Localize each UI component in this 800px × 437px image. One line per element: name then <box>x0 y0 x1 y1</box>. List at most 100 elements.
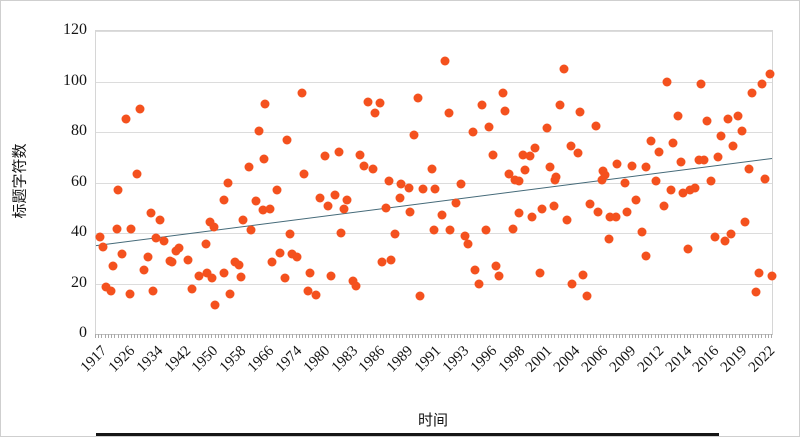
y-axis-title: 标题字符数 <box>10 143 29 219</box>
x-minor-tick <box>686 334 688 338</box>
x-minor-tick <box>318 334 320 338</box>
x-minor-tick <box>276 334 278 338</box>
data-point <box>654 147 664 157</box>
data-point <box>225 289 235 299</box>
x-minor-tick <box>505 334 507 338</box>
x-minor-tick <box>580 334 582 338</box>
x-minor-tick <box>473 334 475 338</box>
x-minor-tick <box>217 334 219 338</box>
x-minor-tick <box>732 334 734 338</box>
data-point <box>498 88 508 98</box>
gridline-y-120 <box>96 31 772 32</box>
x-minor-tick <box>496 334 498 338</box>
x-minor-tick <box>185 334 187 338</box>
data-point <box>747 88 757 98</box>
data-point <box>267 257 277 267</box>
x-minor-tick <box>641 334 643 338</box>
data-point <box>207 273 217 283</box>
x-minor-tick <box>104 334 106 338</box>
x-minor-tick <box>606 334 608 338</box>
x-minor-tick <box>237 334 239 338</box>
x-minor-tick <box>521 334 523 338</box>
data-point <box>690 183 700 193</box>
data-point <box>396 179 406 189</box>
data-point <box>696 79 706 89</box>
x-minor-tick <box>376 334 378 338</box>
data-point <box>151 233 161 243</box>
x-minor-tick <box>431 334 433 338</box>
x-minor-tick <box>234 334 236 338</box>
x-minor-tick <box>450 334 452 338</box>
data-point <box>488 150 498 160</box>
data-point <box>272 185 282 195</box>
data-point <box>678 188 688 198</box>
x-minor-tick <box>166 334 168 338</box>
data-point <box>323 201 333 211</box>
data-point <box>723 114 733 124</box>
data-point <box>320 151 330 161</box>
data-point <box>223 178 233 187</box>
x-minor-tick <box>327 334 329 338</box>
data-point <box>368 164 378 174</box>
data-point <box>566 141 576 151</box>
x-minor-tick <box>101 334 103 338</box>
plot-area <box>95 30 777 335</box>
x-minor-tick <box>373 334 375 338</box>
x-minor-tick <box>356 334 358 338</box>
data-point <box>673 111 683 121</box>
data-point <box>549 201 559 211</box>
data-point <box>637 227 647 237</box>
x-minor-tick <box>117 334 119 338</box>
x-minor-tick <box>612 334 614 338</box>
data-point <box>315 193 325 203</box>
data-point <box>418 184 427 194</box>
data-point <box>757 79 767 89</box>
data-point <box>627 161 637 171</box>
data-point <box>514 176 524 186</box>
data-point <box>559 64 569 74</box>
x-minor-tick <box>602 334 604 338</box>
data-point <box>386 255 396 264</box>
x-minor-tick <box>418 334 420 338</box>
x-minor-tick <box>589 334 591 338</box>
data-point <box>477 100 487 110</box>
data-point <box>395 193 405 203</box>
data-point <box>355 150 365 160</box>
x-minor-tick <box>648 334 650 338</box>
x-minor-tick <box>221 334 223 338</box>
x-minor-tick <box>719 334 721 338</box>
data-point <box>430 184 440 194</box>
data-point <box>139 265 149 275</box>
data-point <box>726 229 736 239</box>
x-minor-tick <box>673 334 675 338</box>
x-minor-tick <box>153 334 155 338</box>
data-point <box>702 116 712 126</box>
data-point <box>676 157 686 167</box>
x-minor-tick <box>703 334 705 338</box>
x-minor-tick <box>767 334 769 338</box>
x-minor-tick <box>382 334 384 338</box>
data-point <box>209 222 219 232</box>
x-minor-tick <box>331 334 333 338</box>
x-minor-tick <box>192 334 194 338</box>
data-point <box>205 217 215 227</box>
data-point <box>201 239 210 249</box>
data-point <box>159 236 169 246</box>
data-point <box>668 138 678 148</box>
data-point <box>641 162 651 172</box>
x-minor-tick <box>638 334 640 338</box>
x-minor-tick <box>664 334 666 338</box>
x-minor-tick <box>680 334 682 338</box>
data-point <box>280 273 290 283</box>
data-point <box>260 99 270 109</box>
x-minor-tick <box>667 334 669 338</box>
x-minor-tick <box>576 334 578 338</box>
data-point <box>427 164 437 174</box>
data-point <box>514 208 524 218</box>
data-point <box>597 175 607 185</box>
x-minor-tick <box>195 334 197 338</box>
data-point <box>98 242 108 252</box>
data-point <box>460 231 470 241</box>
x-minor-tick <box>285 334 287 338</box>
x-minor-tick <box>240 334 242 338</box>
